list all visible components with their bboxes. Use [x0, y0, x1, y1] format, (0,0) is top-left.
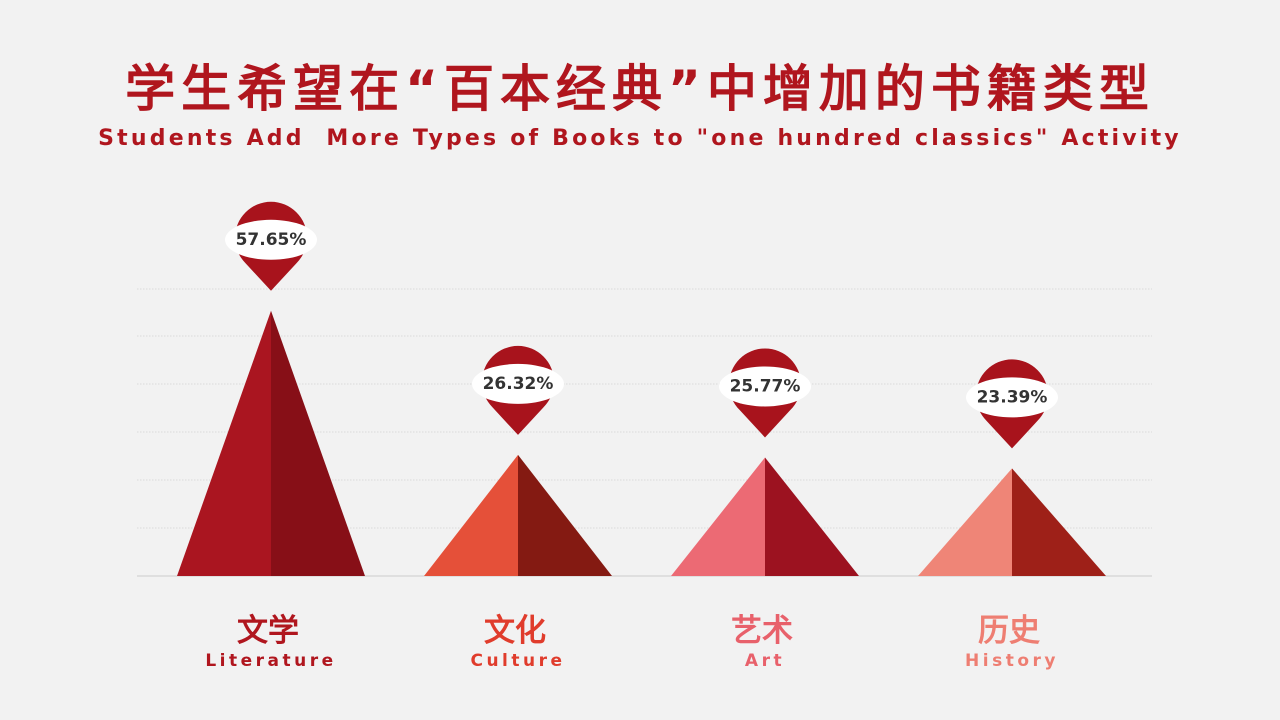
bar-left-face [918, 468, 1012, 576]
value-badge [472, 363, 564, 404]
category-label-cn: 文学 [237, 613, 299, 649]
bar-right-face [1012, 468, 1106, 576]
bar-literature [177, 310, 365, 576]
chart-bars [177, 310, 1106, 576]
bar-culture [424, 454, 612, 576]
category-label-en: Culture [470, 651, 565, 671]
data-label: 57.65% [236, 230, 307, 250]
data-label: 26.32% [483, 374, 554, 394]
value-badge [225, 219, 317, 260]
data-label: 23.39% [977, 387, 1048, 407]
chart-markers: 57.65% 26.32% 25.77% 23.39% [225, 201, 1058, 449]
category-label-cn: 文化 [484, 613, 546, 649]
value-marker: 57.65% [225, 201, 317, 291]
data-label: 25.77% [730, 376, 801, 396]
category-label-en: Art [745, 651, 785, 671]
page-subtitle: Students Add More Types of Books to "one… [98, 126, 1182, 151]
bar-left-face [424, 454, 518, 576]
category-label-cn: 历史 [978, 613, 1040, 649]
bar-right-face [765, 457, 859, 576]
value-badge [719, 366, 811, 407]
bar-right-face [271, 310, 365, 576]
bar-left-face [671, 457, 765, 576]
bar-left-face [177, 310, 271, 576]
bar-history [918, 468, 1106, 576]
value-marker: 26.32% [472, 345, 564, 435]
category-label-cn: 艺术 [731, 613, 793, 649]
value-marker: 25.77% [719, 348, 811, 438]
value-badge [966, 377, 1058, 418]
page-title: 学生希望在“百本经典”中增加的书籍类型 [125, 60, 1155, 118]
category-label-en: Literature [205, 651, 336, 671]
bar-art [671, 457, 859, 576]
value-marker: 23.39% [966, 359, 1058, 449]
category-label-en: History [965, 651, 1059, 671]
bar-right-face [518, 454, 612, 576]
